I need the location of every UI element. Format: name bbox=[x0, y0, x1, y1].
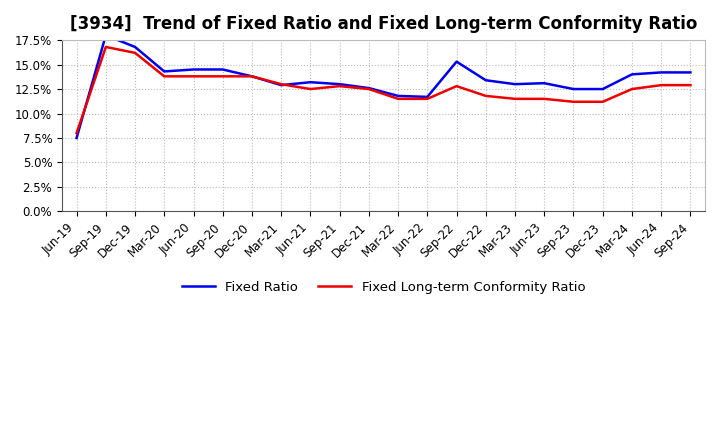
Fixed Ratio bbox=[452, 59, 461, 64]
Fixed Long-term Conformity Ratio bbox=[510, 96, 519, 102]
Fixed Ratio bbox=[102, 33, 110, 38]
Fixed Ratio bbox=[218, 67, 227, 72]
Fixed Long-term Conformity Ratio bbox=[72, 131, 81, 136]
Title: [3934]  Trend of Fixed Ratio and Fixed Long-term Conformity Ratio: [3934] Trend of Fixed Ratio and Fixed Lo… bbox=[70, 15, 697, 33]
Fixed Long-term Conformity Ratio bbox=[686, 83, 695, 88]
Fixed Long-term Conformity Ratio bbox=[569, 99, 577, 104]
Line: Fixed Long-term Conformity Ratio: Fixed Long-term Conformity Ratio bbox=[76, 47, 690, 133]
Fixed Ratio bbox=[189, 67, 198, 72]
Fixed Long-term Conformity Ratio bbox=[160, 73, 168, 79]
Fixed Long-term Conformity Ratio bbox=[189, 73, 198, 79]
Fixed Ratio bbox=[277, 83, 286, 88]
Fixed Long-term Conformity Ratio bbox=[306, 86, 315, 92]
Legend: Fixed Ratio, Fixed Long-term Conformity Ratio: Fixed Ratio, Fixed Long-term Conformity … bbox=[181, 281, 585, 294]
Fixed Long-term Conformity Ratio bbox=[482, 93, 490, 99]
Fixed Ratio bbox=[540, 81, 549, 86]
Fixed Long-term Conformity Ratio bbox=[218, 73, 227, 79]
Fixed Long-term Conformity Ratio bbox=[248, 73, 256, 79]
Fixed Long-term Conformity Ratio bbox=[131, 50, 140, 55]
Fixed Ratio bbox=[482, 77, 490, 83]
Fixed Long-term Conformity Ratio bbox=[423, 96, 432, 102]
Fixed Long-term Conformity Ratio bbox=[657, 83, 665, 88]
Fixed Ratio bbox=[72, 136, 81, 141]
Fixed Long-term Conformity Ratio bbox=[452, 84, 461, 89]
Fixed Ratio bbox=[657, 70, 665, 75]
Fixed Long-term Conformity Ratio bbox=[102, 44, 110, 50]
Fixed Ratio bbox=[569, 86, 577, 92]
Fixed Ratio bbox=[364, 85, 373, 91]
Fixed Long-term Conformity Ratio bbox=[628, 86, 636, 92]
Fixed Ratio bbox=[306, 80, 315, 85]
Fixed Long-term Conformity Ratio bbox=[336, 84, 344, 89]
Line: Fixed Ratio: Fixed Ratio bbox=[76, 35, 690, 138]
Fixed Ratio bbox=[160, 69, 168, 74]
Fixed Ratio bbox=[423, 94, 432, 99]
Fixed Long-term Conformity Ratio bbox=[394, 96, 402, 102]
Fixed Ratio bbox=[131, 44, 140, 50]
Fixed Ratio bbox=[510, 81, 519, 87]
Fixed Ratio bbox=[628, 72, 636, 77]
Fixed Ratio bbox=[336, 81, 344, 87]
Fixed Long-term Conformity Ratio bbox=[540, 96, 549, 102]
Fixed Long-term Conformity Ratio bbox=[364, 86, 373, 92]
Fixed Long-term Conformity Ratio bbox=[277, 81, 286, 87]
Fixed Long-term Conformity Ratio bbox=[598, 99, 607, 104]
Fixed Ratio bbox=[394, 93, 402, 99]
Fixed Ratio bbox=[598, 86, 607, 92]
Fixed Ratio bbox=[686, 70, 695, 75]
Fixed Ratio bbox=[248, 73, 256, 79]
